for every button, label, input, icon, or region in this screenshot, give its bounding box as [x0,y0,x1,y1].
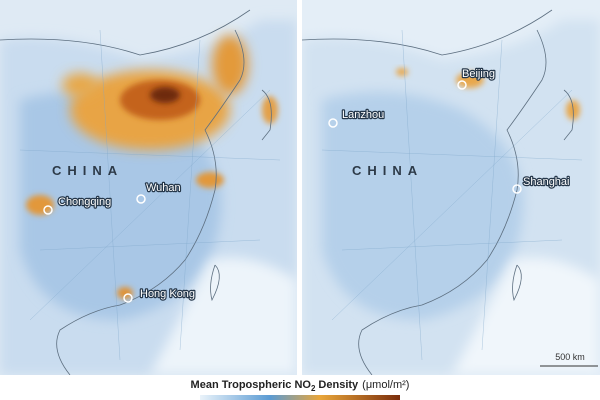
scale-bar-label: 500 km [555,352,585,362]
city-marker [328,118,338,128]
map-panel-before [0,0,297,375]
legend-title-text: Mean Tropospheric NO [191,379,312,391]
country-label: CHINA [52,163,123,178]
country-label: CHINA [352,163,423,178]
legend-unit: (μmol/m²) [362,379,409,391]
legend-title: Mean Tropospheric NO2 Density (μmol/m²) [191,379,410,393]
city-marker [457,80,467,90]
city-label: Chongqing [58,196,111,208]
city-label: Hong Kong [140,288,195,300]
city-label: Lanzhou [342,109,384,121]
legend-title-subscript: 2 [311,384,316,393]
city-label: Wuhan [146,182,181,194]
city-marker [136,194,146,204]
legend-title-text: Density [318,379,359,391]
city-marker [43,205,53,215]
color-bar [200,395,400,400]
city-marker [512,184,522,194]
city-label: Beijing [462,68,495,80]
city-marker [123,293,133,303]
map-panel-after [302,0,600,375]
city-label: Shanghai [523,176,570,188]
